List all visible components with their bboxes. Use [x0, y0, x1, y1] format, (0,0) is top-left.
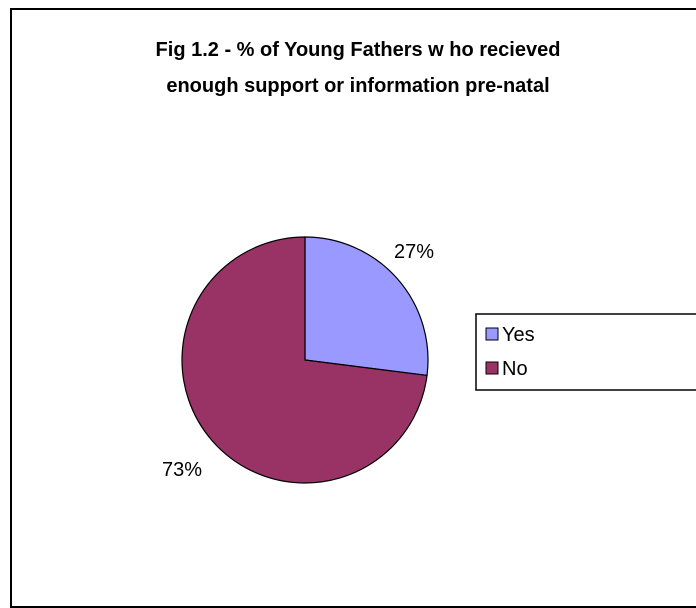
- legend-swatch-no: [485, 361, 499, 375]
- pie-slice-no: [181, 236, 428, 484]
- legend-box: [475, 313, 696, 391]
- chart-title-line-1: Fig 1.2 - % of Young Fathers w ho reciev…: [156, 39, 561, 61]
- data-label-no: 73%: [162, 459, 202, 481]
- legend: Yes No: [475, 313, 696, 391]
- pie-slice-yes: [304, 236, 429, 377]
- legend-label-no: No: [502, 358, 528, 380]
- chart-title-line-2: enough support or information pre-natal: [166, 75, 549, 97]
- legend-label-yes: Yes: [502, 324, 535, 346]
- legend-swatch-yes: [485, 327, 499, 341]
- pie: [181, 236, 429, 484]
- data-label-yes: 27%: [394, 241, 434, 263]
- chart-svg: Fig 1.2 - % of Young Fathers w ho reciev…: [156, 39, 696, 484]
